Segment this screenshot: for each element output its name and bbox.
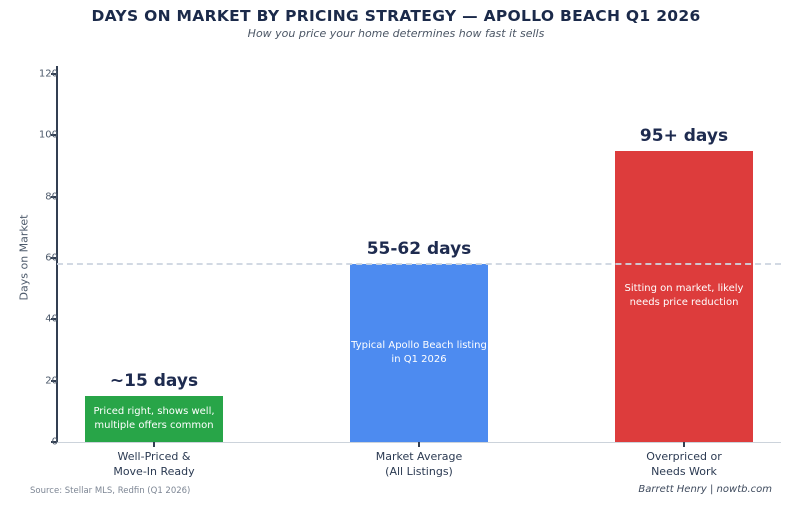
y-tick-label: 0 [51,436,58,448]
x-tick-mark [153,442,155,447]
y-tick-label: 80 [45,191,58,203]
bar: Priced right, shows well, multiple offer… [85,396,223,442]
y-tick-mark [51,195,56,198]
bar-annotation: Priced right, shows well, multiple offer… [93,405,215,432]
chart-title: DAYS ON MARKET BY PRICING STRATEGY — APO… [91,7,701,25]
y-tick-label: 40 [45,313,58,325]
y-tick-label: 100 [38,129,58,141]
y-tick-mark [51,318,56,321]
y-tick-label: 120 [38,68,58,80]
y-tick-mark [51,73,56,75]
x-tick-label: Overpriced or Needs Work [646,450,722,478]
y-tick-mark [51,379,56,382]
bar-annotation: Sitting on market, likely needs price re… [624,282,744,309]
author-credit: Barrett Henry | nowtb.com [638,484,772,495]
bar-annotation: Typical Apollo Beach listing in Q1 2026 [351,339,487,366]
bar-value-label: ~15 days [109,371,199,391]
y-tick-mark [51,257,56,259]
bar-value-label: 55-62 days [366,239,472,260]
x-tick-label: Well-Priced & Move-In Ready [113,450,195,478]
x-tick-mark [683,442,685,447]
x-tick-label: Market Average (All Listings) [375,450,463,478]
market-average-reference-line [57,263,781,266]
x-tick-mark [418,442,420,447]
y-tick-mark [51,441,56,443]
y-tick-label: 20 [45,375,58,387]
bar: Typical Apollo Beach listing in Q1 2026 [350,264,488,442]
y-tick-label: 60 [45,252,58,264]
chart-subtitle: How you price your home determines how f… [247,27,545,40]
bar-value-label: 95+ days [639,125,729,146]
y-tick-mark [51,134,56,137]
source-note: Source: Stellar MLS, Redfin (Q1 2026) [30,486,191,496]
bar: Sitting on market, likely needs price re… [615,150,753,442]
y-axis-spine [56,66,58,443]
